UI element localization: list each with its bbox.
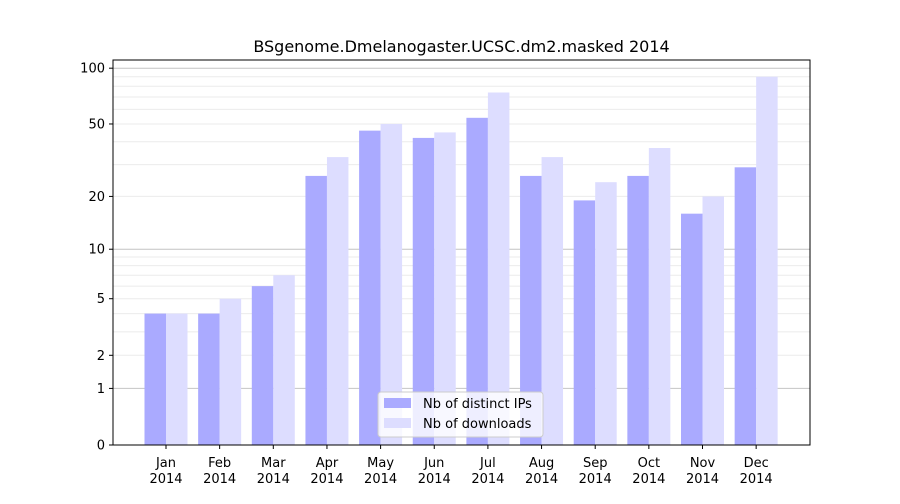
x-tick-label: 2014 [686, 472, 719, 487]
x-tick-label: 2014 [740, 472, 773, 487]
x-tick-label: Jun [423, 456, 444, 471]
x-tick-label: Nov [690, 456, 716, 471]
bar-distinct-ips [520, 175, 542, 445]
x-tick-label: 2014 [364, 472, 397, 487]
y-tick-label: 10 [88, 243, 105, 258]
y-tick-label: 1 [97, 382, 105, 397]
x-tick-label: 2014 [525, 472, 558, 487]
x-tick-label: 2014 [310, 472, 343, 487]
bar-distinct-ips [305, 175, 327, 445]
bar-distinct-ips [198, 313, 220, 445]
bar-downloads [273, 275, 295, 445]
bar-downloads [648, 148, 671, 446]
legend-box [377, 391, 544, 438]
bar-distinct-ips [466, 117, 488, 445]
x-tick-label: Sep [583, 456, 608, 471]
chart-title: BSgenome.Dmelanogaster.UCSC.dm2.masked 2… [253, 37, 669, 56]
x-tick-label: Dec [744, 456, 769, 471]
x-tick-label: 2014 [632, 472, 665, 487]
x-tick-label: 2014 [257, 472, 290, 487]
legend-label: Nb of distinct IPs [423, 397, 532, 412]
legend-swatch [384, 398, 411, 408]
x-tick-label: Jul [479, 456, 496, 471]
bar-downloads [756, 76, 778, 445]
bar-downloads [595, 182, 617, 446]
y-tick-label: 100 [80, 62, 105, 77]
legend: Nb of distinct IPs Nb of downloads [377, 391, 544, 438]
x-tick-label: Aug [529, 456, 554, 471]
x-tick-label: Oct [638, 456, 660, 471]
y-tick-label: 50 [88, 117, 105, 132]
x-tick-label: Feb [208, 456, 231, 471]
bar-distinct-ips [573, 200, 596, 445]
x-tick-label: Mar [261, 456, 286, 471]
legend-label: Nb of downloads [423, 417, 532, 432]
x-tick-label: 2014 [418, 472, 451, 487]
bar-downloads [541, 157, 564, 445]
bar-distinct-ips [251, 286, 274, 445]
x-tick-label: 2014 [471, 472, 504, 487]
bar-downloads [434, 132, 456, 445]
plot-frame [112, 59, 811, 446]
bar-distinct-ips [359, 130, 381, 445]
x-tick-label: 2014 [203, 472, 236, 487]
y-tick-label: 20 [88, 190, 105, 205]
bar-distinct-ips [144, 313, 166, 445]
bar-distinct-ips [627, 175, 649, 445]
bar-downloads [702, 196, 724, 445]
y-tick-label: 0 [97, 439, 105, 454]
y-tick-label: 2 [97, 349, 105, 364]
x-tick-label: May [367, 456, 394, 471]
bar-downloads [166, 313, 188, 445]
bar-downloads [380, 123, 403, 445]
bar-downloads [487, 92, 510, 446]
bar-distinct-ips [681, 213, 703, 445]
x-tick-label: 2014 [579, 472, 612, 487]
x-tick-label: Jan [155, 456, 176, 471]
legend-swatch [384, 418, 411, 428]
x-tick-label: Apr [316, 456, 339, 471]
bar-distinct-ips [734, 167, 757, 445]
x-tick-label: 2014 [149, 472, 182, 487]
bar-downloads [326, 157, 349, 445]
bar-downloads [219, 298, 242, 445]
bar-distinct-ips [412, 137, 435, 445]
y-tick-label: 5 [97, 292, 105, 307]
